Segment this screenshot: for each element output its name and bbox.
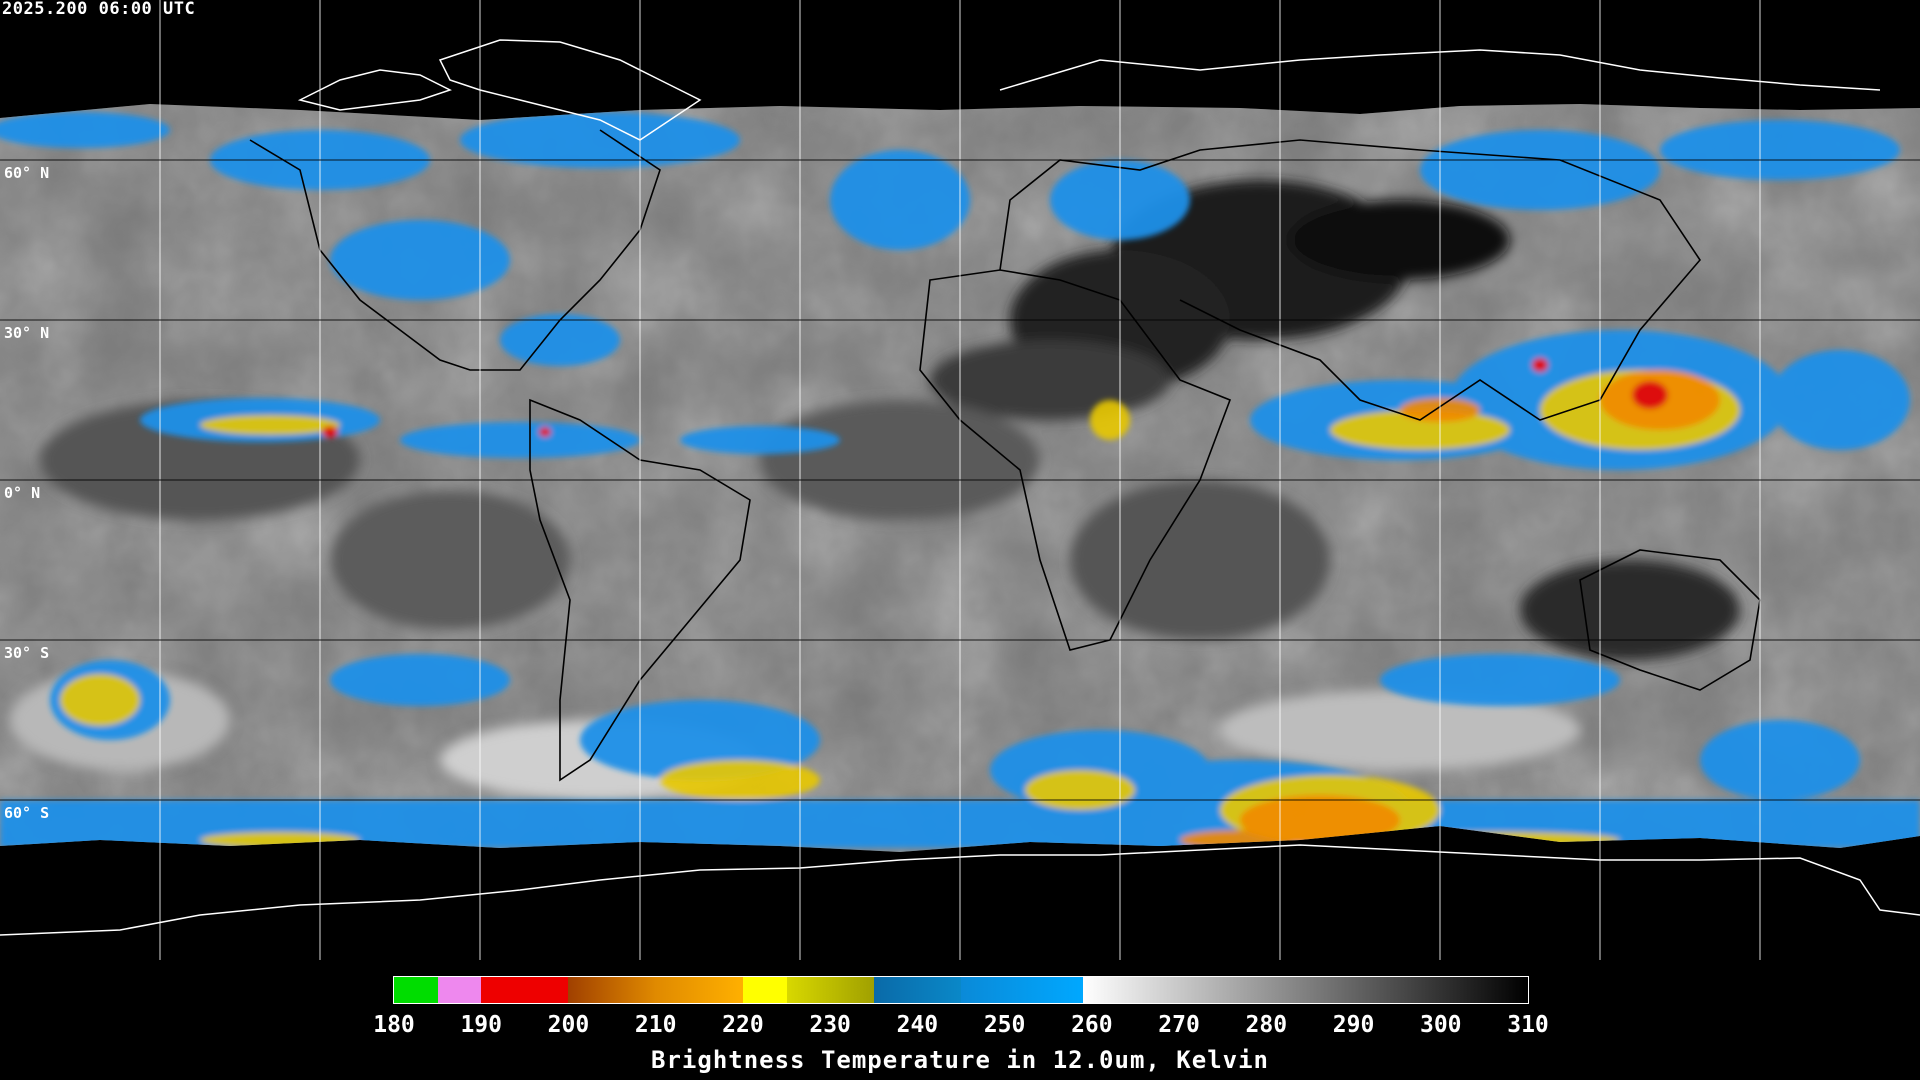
colorbar-tick-label: 300 (1419, 1012, 1462, 1038)
lat-label-60n: 60° N (4, 164, 50, 182)
colorbar-tick-label: 280 (1245, 1012, 1288, 1038)
coastline-australia (1579, 549, 1761, 691)
colorbar (393, 976, 1529, 1004)
colorbar-tick-label: 230 (809, 1012, 851, 1038)
graticule (159, 0, 1761, 960)
colorbar-title: Brightness Temperature in 12.0um, Kelvin (651, 1046, 1269, 1074)
colorbar-tick-label: 190 (460, 1012, 502, 1038)
coastline-siberia (999, 49, 1881, 91)
colorbar-tick-label: 210 (634, 1012, 677, 1038)
colorbar-tick-label: 250 (983, 1012, 1026, 1038)
lat-label-30s: 30° S (4, 644, 50, 662)
coastline-antarctica (0, 844, 1920, 936)
colorbar-segment (394, 977, 438, 1003)
colorbar-segment (568, 977, 656, 1003)
lat-label-60s: 60° S (4, 804, 50, 822)
colorbar-segment (1083, 977, 1528, 1003)
colorbar-tick-label: 290 (1332, 1012, 1375, 1038)
lat-label-30n: 30° N (4, 324, 50, 342)
timestamp: 2025.200 06:00 UTC (2, 0, 196, 19)
colorbar-tick-label: 240 (896, 1012, 939, 1038)
colorbar-tick-label: 310 (1507, 1012, 1549, 1038)
colorbar-segment (873, 977, 961, 1003)
satellite-ir-map (0, 0, 1920, 960)
colorbar-segment (742, 977, 787, 1003)
coastline-europe-asia (999, 139, 1702, 421)
colorbar-tick-label: 270 (1158, 1012, 1200, 1038)
coastline-canada-arctic (297, 69, 452, 111)
colorbar-segment (961, 977, 1084, 1003)
colorbar-segment (437, 977, 482, 1003)
colorbar-tick-label: 180 (373, 1012, 415, 1038)
colorbar-tick-label: 220 (722, 1012, 764, 1038)
colorbar-tick-label: 260 (1071, 1012, 1113, 1038)
coastline-africa (919, 269, 1232, 651)
lat-label-equator: 0° N (4, 484, 41, 502)
colorbar-segment (481, 977, 569, 1003)
colorbar-segment (786, 977, 874, 1003)
colorbar-segment (655, 977, 743, 1003)
colorbar-tick-label: 200 (547, 1012, 590, 1038)
